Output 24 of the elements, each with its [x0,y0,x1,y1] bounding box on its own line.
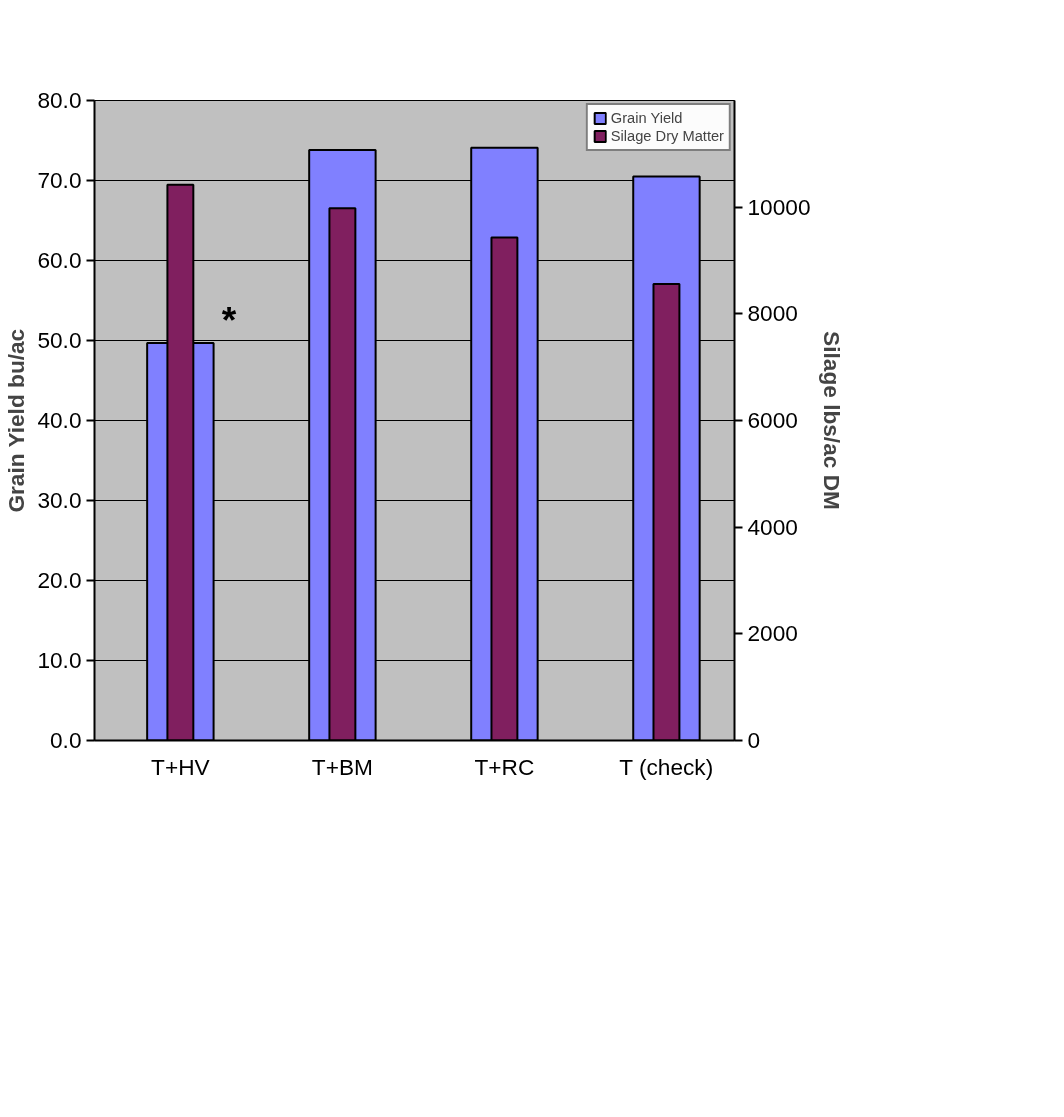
legend-label: Silage Dry Matter [610,128,724,144]
y2-tick-label: 8000 [747,300,798,327]
x-tick-label: T+HV [151,753,211,780]
y2-tick-label: 4000 [747,513,798,540]
x-tick-label: T+BM [311,753,373,780]
y2-tick-label: 0 [747,727,761,753]
y-tick-label: 30.0 [37,487,82,513]
y-tick-label: 20.0 [37,567,82,593]
y-tick-label: 60.0 [37,247,82,273]
x-tick-label: T (check) [619,753,714,780]
y-axis-title: Grain Yield bu/ac [3,328,30,513]
y2-tick-label: 10000 [747,193,811,220]
y-tick-label: 0.0 [50,727,82,753]
y2-tick-label: 6000 [747,407,798,433]
legend-label: Grain Yield [610,110,683,126]
annotation: * [221,298,237,341]
y-tick-label: 80.0 [37,87,82,113]
y-tick-label: 50.0 [37,327,82,353]
y-tick-label: 40.0 [37,407,82,433]
y2-tick-label: 2000 [747,620,798,647]
y2-axis-title: Silage lbs/ac DM [818,331,845,510]
y-tick-label: 10.0 [37,647,82,673]
x-tick-label: T+RC [474,753,535,780]
y-tick-label: 70.0 [37,167,82,193]
